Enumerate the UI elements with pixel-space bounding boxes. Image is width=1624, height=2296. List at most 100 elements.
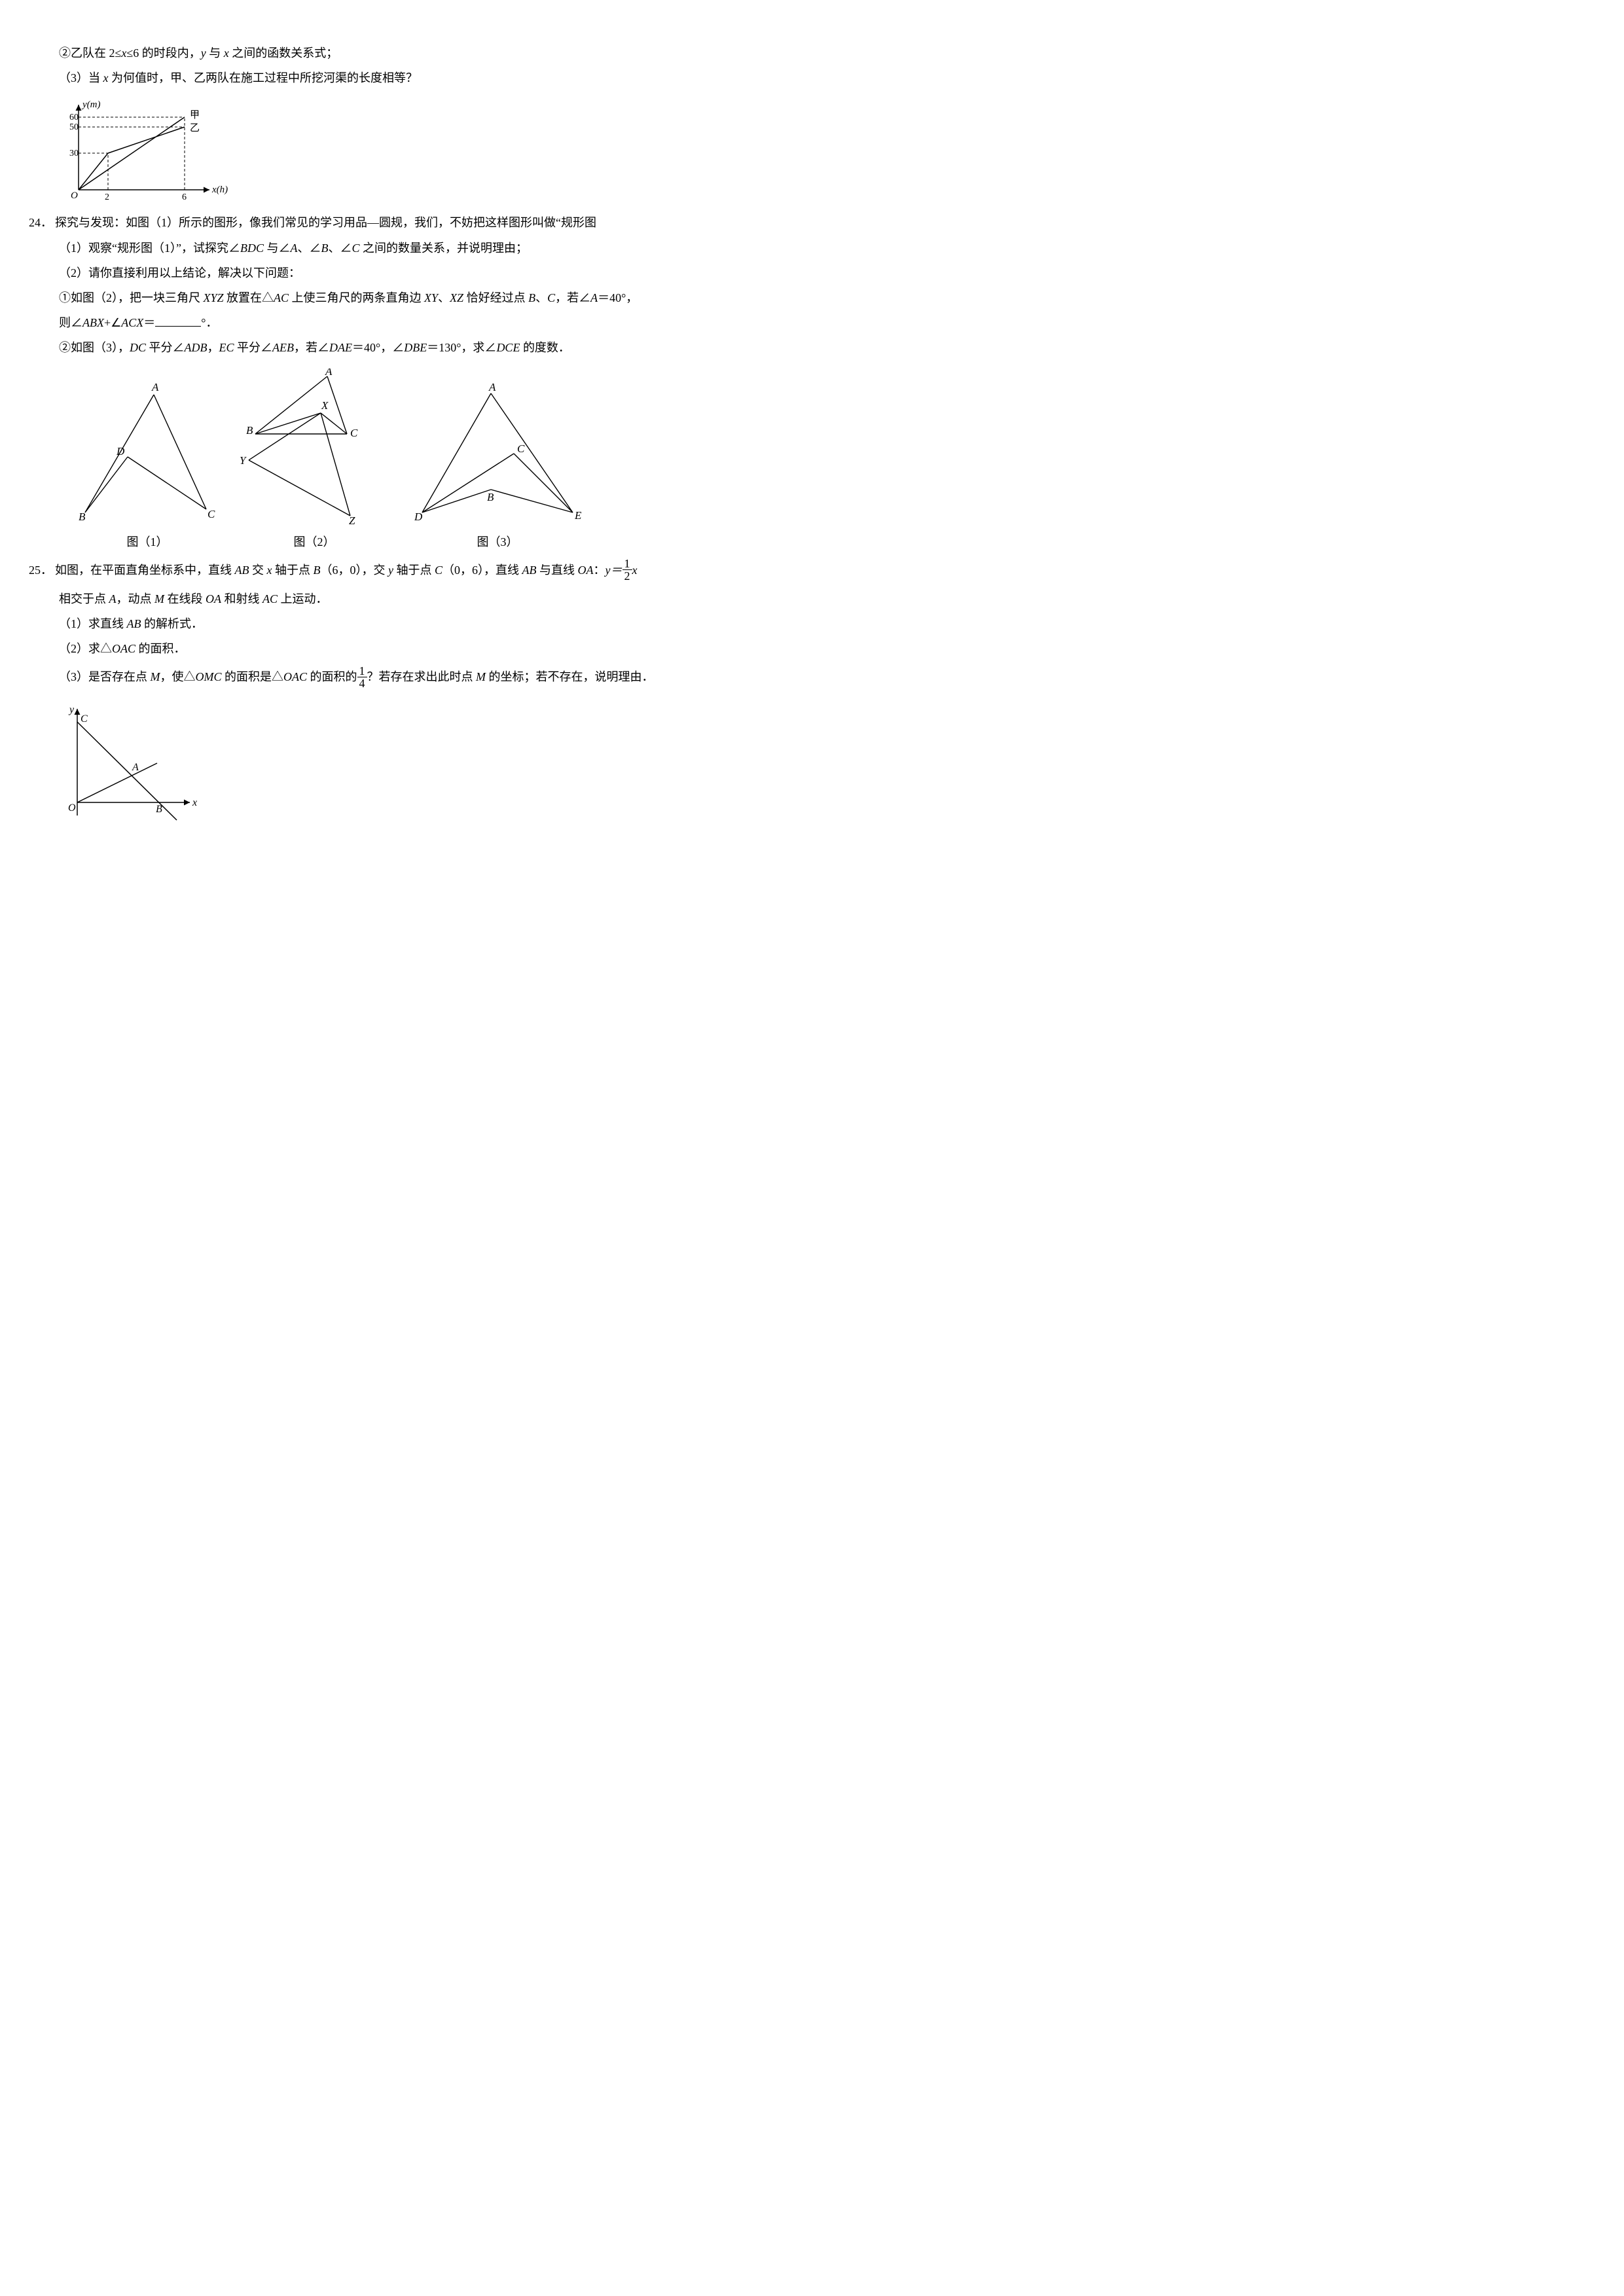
text: 与 [206,46,224,60]
dae: DAE [329,341,352,354]
text: 放置在△ [224,291,274,304]
text: °． [201,316,217,329]
p24-captions: 图（1） 图（2） 图（3） [79,531,772,553]
text: 的解析式． [141,617,204,630]
numerator: 1 [357,665,367,677]
acx: ACX [121,316,143,329]
p24-line4: ①如图（2），把一块三角尺 XYZ 放置在△AC 上使三角尺的两条直角边 XY、… [59,287,772,309]
text: 与直线 [537,564,578,577]
p24-line3: （2）请你直接利用以上结论，解决以下问题： [59,262,772,284]
oa: OA [578,564,594,577]
text: 、∠ [328,242,352,255]
svg-text:Y: Y [240,454,247,467]
text: 则∠ [59,316,82,329]
text: 轴于点 [393,564,435,577]
text: 交 [249,564,267,577]
problem-number-24: 24． [26,211,52,234]
p24-line2: （1）观察“规形图（1）”，试探究∠BDC 与∠A、∠B、∠C 之间的数量关系，… [59,237,772,259]
p25-line2: 相交于点 A，动点 M 在线段 OA 和射线 AC 上运动． [59,588,772,610]
fig2-caption: 图（2） [236,531,393,553]
svg-text:2: 2 [105,192,109,202]
text: ＝40°， [598,291,638,304]
text: 的面积． [135,642,186,655]
oac: OAC [112,642,135,655]
text: （3）是否存在点 [59,670,151,683]
text: 、∠ [297,242,321,255]
label-jia: 甲 [190,110,200,120]
svg-text:A: A [488,382,496,393]
xz: XZ [450,291,463,304]
svg-text:O: O [71,190,78,201]
angle-b: B [321,242,328,255]
text: 、 [438,291,450,304]
text: ，直线 [484,564,522,577]
svg-text:y: y [68,704,75,715]
p24-fig2: A B C X Y Z [236,368,393,526]
p24-line5: 则∠ABX+∠ACX＝°． [59,312,772,334]
text: （3）当 [59,71,103,84]
text: 上运动． [278,592,328,605]
ac: AC [262,592,278,605]
ab: AB [522,564,537,577]
pt-b: B [314,564,321,577]
fig3-caption: 图（3） [412,531,583,553]
svg-text:E: E [574,509,582,522]
text: +∠ [104,316,121,329]
problem-number-25: 25． [26,556,52,585]
eq: y＝ [605,564,623,577]
text: 探究与发现：如图（1）所示的图形，像我们常见的学习用品—圆规，我们，不妨把这样图… [55,216,596,229]
svg-text:6: 6 [182,192,187,202]
p24-line1: 24．探究与发现：如图（1）所示的图形，像我们常见的学习用品—圆规，我们，不妨把… [26,211,772,234]
adb: ADB [185,341,208,354]
oac: OAC [283,670,307,683]
var-y: y [201,46,206,60]
text: ②如图（3）， [59,341,130,354]
text: 轴于点 [272,564,314,577]
svg-text:x(h): x(h) [211,185,228,195]
xyz: XYZ [204,291,224,304]
p24-line6: ②如图（3），DC 平分∠ADB，EC 平分∠AEB，若∠DAE＝40°，∠DB… [59,336,772,359]
abx: ABX [82,316,104,329]
pt-c: C [435,564,442,577]
coord-c: （0，6） [442,564,484,577]
text: ，若∠ [294,341,329,354]
dbe: DBE [404,341,427,354]
text: （1）观察“规形图（1）”，试探究∠ [59,242,240,255]
text: 平分∠ [146,341,185,354]
label-yi: 乙 [190,123,200,134]
text: 之间的函数关系式； [229,46,338,60]
text: ，动点 [117,592,155,605]
p23-line-3: （3）当 x 为何值时，甲、乙两队在施工过程中所挖河渠的长度相等？ [59,67,772,89]
svg-text:D: D [414,511,423,523]
text: ，若∠ [555,291,590,304]
text: 如图，在平面直角坐标系中，直线 [55,564,235,577]
svg-text:C: C [517,442,525,455]
blank-field[interactable] [155,314,201,327]
ab: AB [127,617,141,630]
svg-text:B: B [246,424,253,437]
svg-text:x: x [192,797,197,808]
svg-text:50: 50 [69,122,79,132]
svg-text:A: A [325,368,333,378]
p25-line1: 25．如图，在平面直角坐标系中，直线 AB 交 x 轴于点 B（6，0），交 y… [26,556,772,585]
svg-text:30: 30 [69,149,79,158]
p23-chart-svg: 30 50 60 2 6 O y(m) x(h) 甲 乙 [59,98,236,206]
text: ， [208,341,219,354]
pt-b: B [528,291,535,304]
svg-text:Z: Z [349,514,355,526]
text: （2）求△ [59,642,112,655]
svg-text:60: 60 [69,113,79,122]
p24-fig1: A B C D [79,382,216,526]
text: （2）请你直接利用以上结论，解决以下问题： [59,266,300,279]
denominator: 4 [357,677,367,689]
p25-figure: O C A B x y [59,701,772,825]
svg-text:D: D [116,445,125,457]
ab: AB [235,564,249,577]
text: 平分∠ [234,341,273,354]
p25-line3: （1）求直线 AB 的解析式． [59,613,772,635]
oa: OA [206,592,221,605]
text: 恰好经过点 [463,291,528,304]
text: ，交 [362,564,389,577]
text: ： [594,564,605,577]
text: ①如图（2），把一块三角尺 [59,291,204,304]
